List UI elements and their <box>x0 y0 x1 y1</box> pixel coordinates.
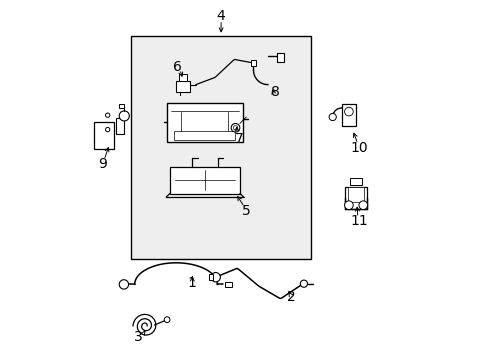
Circle shape <box>119 280 128 289</box>
Text: 5: 5 <box>242 204 250 217</box>
Bar <box>94 122 114 148</box>
Circle shape <box>119 111 129 121</box>
Circle shape <box>164 317 170 323</box>
Circle shape <box>328 113 336 121</box>
Bar <box>349 178 362 185</box>
Bar <box>167 103 242 142</box>
Bar <box>208 274 213 280</box>
Circle shape <box>300 280 307 287</box>
Bar <box>119 104 124 108</box>
Circle shape <box>358 201 367 210</box>
Bar <box>224 282 231 287</box>
Circle shape <box>344 201 352 210</box>
Bar <box>341 104 355 126</box>
Bar <box>116 118 124 134</box>
Text: 3: 3 <box>134 330 142 343</box>
Text: 1: 1 <box>187 276 196 289</box>
Text: 4: 4 <box>216 9 225 23</box>
Circle shape <box>233 126 237 130</box>
Bar <box>174 131 235 140</box>
Circle shape <box>344 107 352 116</box>
Bar <box>250 60 256 66</box>
Bar <box>169 166 240 194</box>
Text: 2: 2 <box>286 290 295 304</box>
Bar <box>179 74 187 81</box>
Text: 7: 7 <box>234 132 243 145</box>
Circle shape <box>211 273 220 282</box>
Circle shape <box>105 113 110 117</box>
Bar <box>345 187 366 209</box>
Text: 8: 8 <box>270 85 279 99</box>
Bar <box>347 187 364 202</box>
Bar <box>131 36 310 259</box>
Circle shape <box>231 123 239 132</box>
Text: 6: 6 <box>173 60 182 73</box>
Bar <box>176 81 190 92</box>
Text: 11: 11 <box>350 215 368 228</box>
Text: 9: 9 <box>98 157 106 171</box>
Bar <box>277 53 283 62</box>
Circle shape <box>105 127 110 132</box>
Text: 10: 10 <box>350 141 368 154</box>
